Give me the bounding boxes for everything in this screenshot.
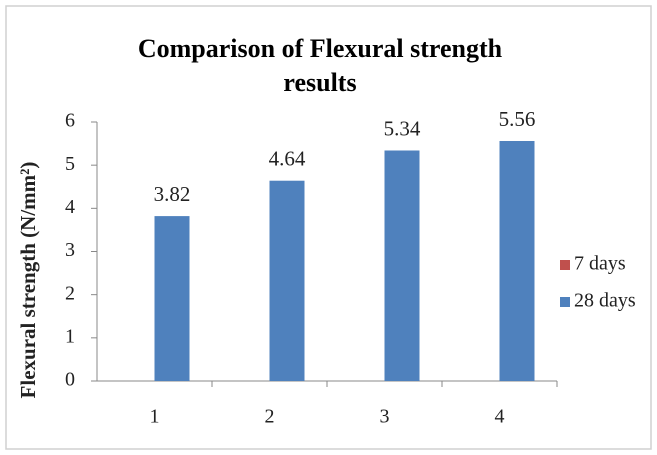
bar [154, 216, 190, 381]
y-tick-label: 6 [65, 110, 75, 132]
legend-label: 7 days [574, 253, 626, 275]
chart-title: Comparison of Flexural strength results [137, 34, 503, 97]
bar [269, 180, 305, 381]
data-label: 5.34 [384, 116, 421, 140]
y-axis-label: Flexural strength (N/mm²) [16, 162, 40, 399]
y-tick-label: 4 [65, 196, 75, 218]
bar [384, 150, 420, 381]
bar [499, 140, 535, 381]
legend-label: 28 days [574, 290, 636, 312]
data-label: 5.56 [499, 107, 536, 131]
y-tick-label: 0 [65, 369, 75, 391]
x-tick-label: 4 [495, 406, 505, 428]
data-label: 4.64 [269, 147, 306, 171]
x-tick-label: 1 [150, 406, 160, 428]
y-tick-label: 1 [65, 325, 75, 347]
data-label: 3.82 [154, 182, 191, 206]
x-tick-label: 2 [265, 406, 275, 428]
x-tick-label: 3 [380, 406, 390, 428]
legend-swatch [560, 260, 570, 270]
y-tick-label: 2 [65, 282, 75, 304]
y-tick-label: 3 [65, 239, 75, 261]
chart-border [5, 5, 652, 450]
y-tick-label: 5 [65, 153, 75, 175]
legend-swatch [560, 297, 570, 307]
